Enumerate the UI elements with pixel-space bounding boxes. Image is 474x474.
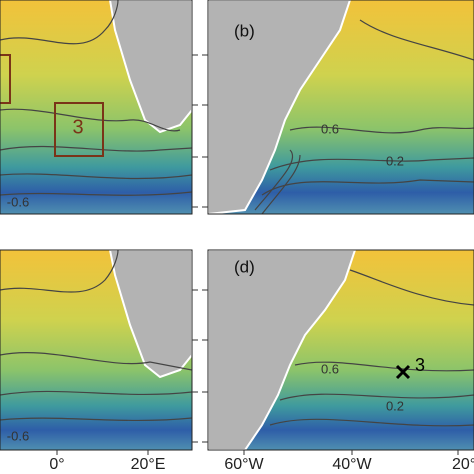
- panel-label: (d): [234, 257, 255, 276]
- map-panel: 0.6 0.2 3 (d): [208, 250, 474, 450]
- contour-label: -0.6: [7, 428, 29, 443]
- x-tick-label: 20°W: [452, 456, 474, 473]
- contour-label: 0.2: [386, 398, 404, 413]
- site-marker: [395, 364, 411, 380]
- x-tick-label: 20°E: [131, 456, 166, 473]
- axis-ticks: [56, 54, 459, 455]
- marker-label: 3: [415, 355, 425, 375]
- contour-label: 0.6: [321, 361, 339, 376]
- x-tick-label: 40°W: [332, 456, 372, 473]
- contour-label: 0.2: [386, 153, 404, 168]
- map-panel: (b) 0.6 0.2: [208, 0, 474, 214]
- contour-label: 0.6: [321, 121, 339, 136]
- panel-label: (b): [234, 21, 255, 40]
- map-panel: 3 -0.6: [0, 0, 192, 214]
- region-label: 3: [72, 116, 83, 138]
- x-tick-label: 60°W: [224, 456, 264, 473]
- map-panel: -0.6: [0, 250, 192, 450]
- x-tick-label: 0°: [49, 456, 64, 473]
- contour-label: -0.6: [7, 194, 29, 209]
